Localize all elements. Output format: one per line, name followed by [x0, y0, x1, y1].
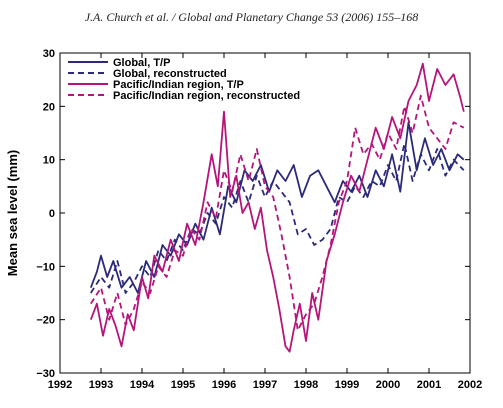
x-tick-label: 1995	[171, 379, 195, 391]
legend-label-0: Global, T/P	[113, 57, 170, 69]
y-tick-label: 10	[43, 155, 55, 167]
x-tick-label: 1994	[130, 379, 155, 391]
legend-label-3: Pacific/Indian region, reconstructed	[113, 90, 300, 102]
series-line-2	[89, 62, 465, 353]
axes-layer: 1992 1993 1994 1995 1996 1997 1998 1999 2000 2001…	[36, 48, 482, 391]
x-tick-label: 1993	[89, 379, 113, 391]
x-tick-label: 2000	[376, 379, 400, 391]
x-tick-label: 1992	[48, 379, 72, 391]
series-layer	[89, 62, 465, 353]
x-tick-label: 2001	[417, 379, 441, 391]
x-tick-label: 1998	[294, 379, 318, 391]
y-axis-label: Mean sea level (mm)	[5, 150, 20, 276]
y-tick-label: 30	[43, 48, 55, 60]
y-tick-label: 20	[43, 101, 55, 113]
y-tick-label: −30	[36, 368, 55, 380]
running-header: J.A. Church et al. / Global and Planetar…	[84, 10, 419, 24]
x-tick-label: 1999	[335, 379, 359, 391]
x-tick-label: 1996	[212, 379, 236, 391]
x-tick-label: 2002	[458, 379, 482, 391]
series-line-3	[90, 94, 465, 332]
legend-label-2: Pacific/Indian region, T/P	[113, 79, 244, 91]
x-tick-label: 1997	[253, 379, 277, 391]
legend-label-1: Global, reconstructed	[113, 68, 227, 80]
y-tick-label: 0	[49, 208, 55, 220]
series-line-1	[90, 142, 465, 294]
y-tick-label: −10	[36, 261, 55, 273]
y-tick-label: −20	[36, 315, 55, 327]
